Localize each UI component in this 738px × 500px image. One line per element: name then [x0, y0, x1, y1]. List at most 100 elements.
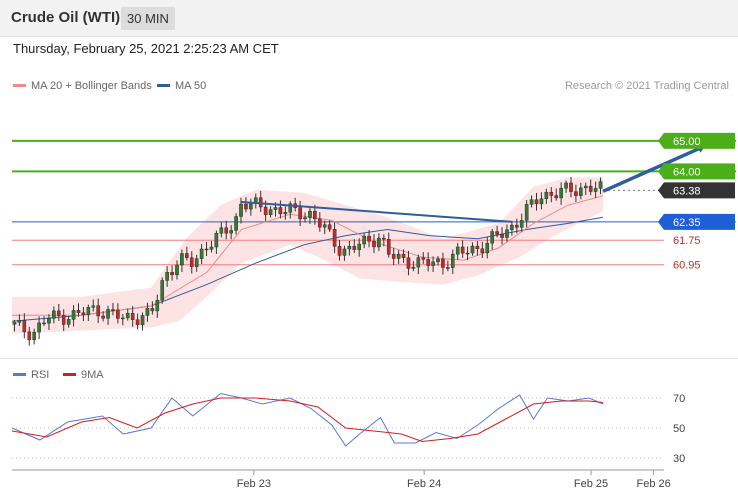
candle-body — [180, 253, 184, 266]
timeframe-badge[interactable]: 30 MIN — [121, 7, 175, 30]
legend-ma50-swatch — [157, 83, 170, 87]
candle-body — [515, 224, 519, 228]
candle-body — [362, 235, 366, 245]
x-tick-label: Feb 23 — [237, 478, 271, 490]
candle-body — [175, 264, 179, 276]
candle-body — [569, 182, 573, 192]
candle-body — [500, 233, 504, 238]
candle-body — [332, 229, 337, 247]
candle-body — [17, 320, 22, 323]
candle-body — [574, 191, 578, 196]
candle-body — [391, 254, 396, 259]
candle-body — [382, 237, 386, 240]
candle-body — [559, 188, 563, 199]
candle-body — [244, 203, 248, 210]
candle-body — [189, 257, 194, 267]
current-price-label: 63.38 — [673, 185, 701, 197]
candle-body — [505, 229, 509, 238]
candle-body — [47, 318, 51, 324]
candle-body — [121, 317, 125, 320]
candle-body — [204, 248, 209, 251]
resistance-2-tag — [664, 132, 735, 149]
candle-body — [485, 243, 490, 254]
instrument-title: Crude Oil (WTI) — [11, 9, 121, 26]
legend-9ma-swatch — [63, 372, 76, 376]
candle-body — [81, 312, 86, 316]
candle-body — [194, 258, 199, 267]
candle-body — [199, 248, 204, 259]
legend-ma20-label: MA 20 + Bollinger Bands — [31, 80, 152, 92]
rsi-tick-label: 70 — [673, 393, 685, 405]
legend-rsi-swatch — [13, 372, 26, 376]
candle-body — [22, 320, 27, 333]
candle-body — [185, 253, 189, 258]
legend-rsi: RSI — [13, 369, 49, 381]
candle-body — [313, 210, 317, 220]
candle-body — [86, 307, 91, 316]
candle-body — [101, 315, 105, 319]
candle-body — [396, 253, 401, 259]
candle-body — [52, 310, 56, 319]
pivot-tag-pointer — [658, 213, 664, 230]
candle-body — [150, 308, 155, 312]
candle-body — [593, 188, 598, 192]
candle-body — [519, 220, 524, 228]
candle-body — [450, 253, 455, 268]
resistance-1-tag-pointer — [658, 163, 664, 180]
candle-body — [598, 181, 603, 189]
legend-ma50-label: MA 50 — [175, 80, 207, 92]
candle-body — [61, 315, 66, 325]
candle-body — [224, 227, 229, 234]
candle-body — [66, 319, 71, 325]
candle-body — [534, 199, 539, 205]
candle-body — [524, 204, 529, 221]
report-timestamp: Thursday, February 25, 2021 2:25:23 AM C… — [13, 41, 279, 56]
candle-body — [588, 185, 593, 192]
candle-body — [249, 202, 253, 210]
candle-body — [288, 203, 293, 213]
rsi-tick-label: 30 — [673, 453, 685, 465]
candle-body — [416, 257, 421, 268]
resistance-1-label: 64.00 — [673, 166, 701, 178]
panel-separator — [0, 358, 738, 359]
candle-body — [37, 322, 41, 333]
candle-body — [401, 253, 406, 258]
candle-body — [116, 309, 120, 319]
rsi-tick-label: 50 — [673, 423, 685, 435]
candle-body — [91, 305, 96, 308]
candle-body — [155, 299, 160, 312]
support-1-label: 61.75 — [673, 235, 701, 247]
candle-body — [219, 227, 224, 234]
candle-body — [214, 233, 219, 248]
candle-body — [347, 246, 352, 250]
candle-body — [490, 231, 494, 244]
bollinger-band — [12, 177, 603, 334]
legend-ma20: MA 20 + Bollinger Bands — [13, 80, 152, 92]
candle-body — [322, 224, 327, 228]
candle-body — [426, 259, 430, 266]
candle-body — [421, 257, 426, 260]
candle-body — [106, 309, 110, 319]
legend-9ma: 9MA — [63, 369, 104, 381]
candle-body — [263, 206, 268, 215]
candle-body — [564, 182, 568, 189]
candle-body — [96, 305, 100, 317]
candle-body — [170, 272, 174, 276]
candle-body — [125, 312, 130, 319]
candle-body — [372, 240, 376, 248]
candle-body — [278, 207, 283, 215]
candle-body — [135, 319, 140, 326]
candle-body — [460, 246, 465, 254]
candle-body — [111, 309, 115, 311]
candle-body — [42, 322, 46, 325]
candle-body — [357, 243, 362, 250]
candle-body — [303, 217, 307, 220]
candle-body — [554, 195, 559, 199]
candle-body — [441, 258, 445, 268]
candle-body — [510, 224, 514, 230]
candle-body — [352, 246, 357, 250]
candle-body — [480, 248, 485, 254]
candle-body — [308, 210, 312, 218]
rsi-9ma-line — [11, 397, 604, 443]
rsi-line — [11, 392, 604, 447]
